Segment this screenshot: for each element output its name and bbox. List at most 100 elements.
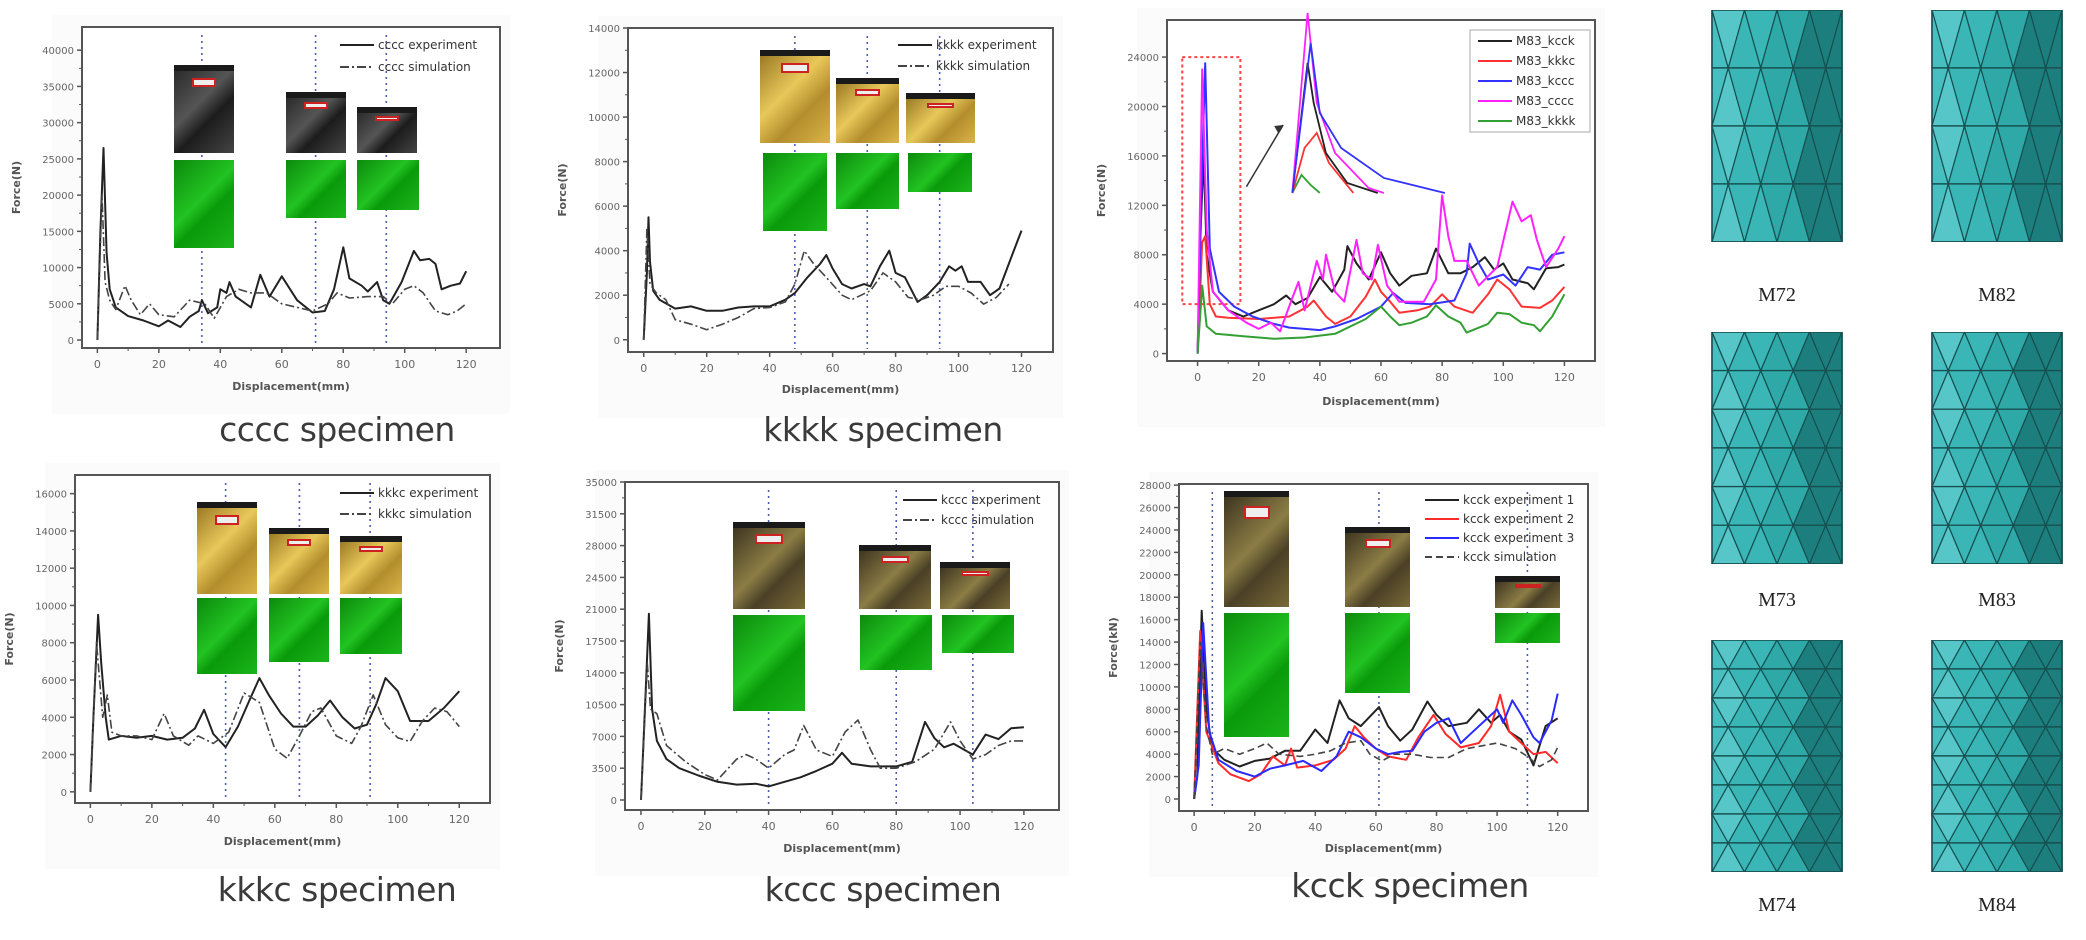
- caption-kkkc: kkkc specimen: [217, 870, 457, 909]
- y-tick-label: 4000: [595, 247, 620, 258]
- y-tick-label: 0: [1153, 350, 1159, 361]
- x-axis-label: Displacement(mm): [232, 380, 350, 393]
- specimen-tag: [1243, 505, 1270, 519]
- y-tick-label: 16000: [1139, 616, 1171, 627]
- y-tick-label: 26000: [1139, 504, 1171, 515]
- chart-2: 0 20 40 60 80 100 120 0 4000 8000 12000 16000 20000 2…: [1095, 8, 1605, 427]
- series-line-cccc-simulation: [96, 194, 467, 341]
- y-tick-label: 10000: [1139, 683, 1171, 694]
- x-tick-label: 120: [449, 813, 470, 826]
- y-tick-label: 7000: [592, 732, 617, 743]
- specimen-tag: [304, 102, 328, 109]
- origami-outline: [1931, 10, 2063, 242]
- x-tick-label: 0: [640, 362, 647, 375]
- specimen-photo: [340, 536, 402, 594]
- y-tick-label: 17500: [585, 637, 617, 648]
- y-tick-label: 14000: [588, 24, 620, 35]
- origami-model-M74: [1710, 640, 1844, 872]
- y-tick-label: 35000: [42, 82, 74, 93]
- simulation-snapshot: [942, 615, 1014, 653]
- y-tick-label: 6000: [1146, 728, 1171, 739]
- model-label: M84: [1978, 894, 2016, 916]
- x-axis-label: Displacement(mm): [1325, 842, 1443, 855]
- y-tick-label: 8000: [595, 158, 620, 169]
- simulation-snapshot: [733, 615, 805, 711]
- y-tick-label: 16000: [1127, 152, 1159, 163]
- y-tick-label: 21000: [585, 605, 617, 616]
- series-line-kkkc-experiment: [89, 613, 461, 792]
- caption-kkkk: kkkk specimen: [763, 410, 1003, 449]
- origami-outline: [1931, 640, 2063, 872]
- legend-label: kcck simulation: [1463, 550, 1556, 564]
- legend-label: kkkc simulation: [378, 507, 472, 521]
- legend-label: kcck experiment 1: [1463, 493, 1574, 507]
- zoom-inset-curve: [1291, 42, 1446, 194]
- simulation-snapshot: [174, 160, 234, 248]
- y-axis-label: Force(N): [556, 163, 569, 216]
- x-axis-label: Displacement(mm): [782, 383, 900, 396]
- y-tick-label: 4000: [1134, 300, 1159, 311]
- y-tick-label: 24500: [585, 573, 617, 584]
- x-tick-label: 80: [329, 813, 343, 826]
- specimen-tag: [375, 116, 399, 121]
- specimen-photo: [197, 502, 257, 594]
- series-line-kkkk-simulation: [642, 227, 1010, 340]
- simulation-snapshot: [860, 615, 932, 670]
- y-tick-label: 4000: [42, 713, 67, 724]
- x-tick-label: 0: [87, 813, 94, 826]
- x-tick-label: 100: [1487, 821, 1508, 834]
- y-tick-label: 14000: [1139, 638, 1171, 649]
- y-tick-label: 2000: [595, 291, 620, 302]
- specimen-tag: [961, 571, 989, 577]
- x-tick-label: 80: [1430, 821, 1444, 834]
- model-label: M73: [1758, 589, 1796, 611]
- zoom-inset-curve: [1291, 173, 1321, 194]
- series-line-M83_cccc: [1196, 68, 1566, 354]
- x-axis-label: Displacement(mm): [224, 835, 342, 848]
- specimen-photo: [174, 65, 234, 153]
- origami-outline: [1711, 332, 1843, 564]
- simulation-snapshot: [908, 153, 972, 192]
- x-tick-label: 120: [1011, 362, 1032, 375]
- x-tick-label: 100: [950, 820, 971, 833]
- series-line-kcck-experiment-2: [1193, 629, 1559, 800]
- origami-model-M82: [1931, 10, 2063, 242]
- y-tick-label: 12000: [588, 69, 620, 80]
- chart-4: 0 20 40 60 80 100 120 0 3500 7000 10500 14000 17500 2…: [553, 470, 1069, 876]
- specimen-photo: [1345, 527, 1410, 607]
- series-line-kccc-experiment: [640, 612, 1024, 801]
- simulation-snapshot: [340, 598, 402, 654]
- x-tick-label: 20: [1252, 371, 1266, 384]
- origami-outline: [1931, 332, 2063, 564]
- specimen-photo: [357, 107, 417, 153]
- x-tick-label: 0: [94, 358, 101, 371]
- y-tick-label: 0: [1165, 795, 1171, 806]
- y-tick-label: 20000: [1139, 571, 1171, 582]
- specimen-tag: [358, 546, 384, 553]
- specimen-photo: [733, 522, 805, 609]
- simulation-snapshot: [763, 153, 827, 231]
- y-tick-label: 40000: [42, 46, 74, 57]
- legend-label: kkkk simulation: [936, 59, 1030, 73]
- specimen-photo: [859, 545, 931, 609]
- y-tick-label: 28000: [1139, 481, 1171, 492]
- x-tick-label: 100: [1493, 371, 1514, 384]
- x-tick-label: 20: [700, 362, 714, 375]
- origami-model-M84: [1930, 640, 2064, 872]
- specimen-tag: [854, 88, 881, 96]
- specimen-tag: [192, 77, 216, 88]
- y-tick-label: 30000: [42, 119, 74, 130]
- x-tick-label: 80: [336, 358, 350, 371]
- y-tick-label: 18000: [1139, 593, 1171, 604]
- y-tick-label: 35000: [585, 478, 617, 489]
- x-tick-label: 40: [206, 813, 220, 826]
- x-tick-label: 60: [275, 358, 289, 371]
- x-tick-label: 0: [1194, 371, 1201, 384]
- zoom-region-box: [1181, 56, 1242, 306]
- y-tick-label: 10000: [588, 113, 620, 124]
- x-tick-label: 40: [213, 358, 227, 371]
- x-tick-label: 60: [826, 362, 840, 375]
- legend-label: kccc experiment: [941, 493, 1041, 507]
- y-tick-label: 8000: [42, 639, 67, 650]
